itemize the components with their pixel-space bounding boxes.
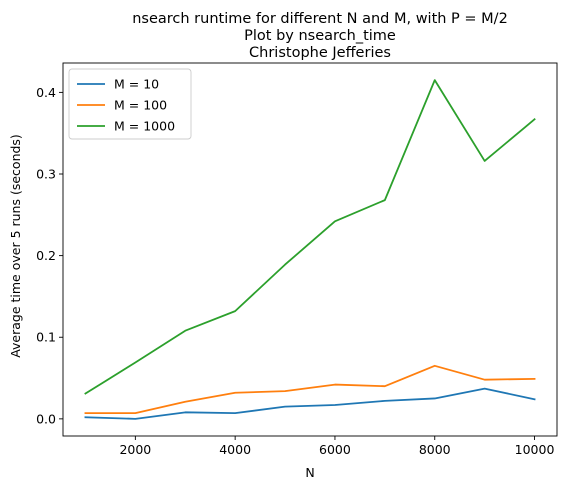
chart-title-line-2: Plot by nsearch_time [244,28,396,44]
legend-label: M = 1000 [114,119,175,134]
x-axis-ticks: 2000 4000 6000 8000 10000 [119,436,554,457]
y-tick-label: 0.2 [36,248,56,263]
series-line-2 [84,364,536,415]
chart-title-line-3: Christophe Jefferies [249,45,391,61]
series-line-1 [84,387,536,420]
x-tick-label: 10000 [515,442,555,457]
plot-frame [62,62,558,437]
legend-label: M = 100 [114,98,167,113]
series-line-3 [84,79,536,395]
y-tick-label: 0.1 [36,330,56,345]
legend: M = 10 M = 100 M = 1000 [68,68,192,140]
chart-title-line-1: nsearch runtime for different N and M, w… [132,11,508,27]
x-tick-label: 4000 [219,442,251,457]
x-tick-label: 6000 [319,442,351,457]
plot-area [62,62,558,437]
y-tick-label: 0.3 [36,167,56,182]
chart-title: nsearch runtime for different N and M, w… [132,11,508,61]
x-tick-label: 8000 [419,442,451,457]
legend-box [68,68,192,140]
legend-label: M = 10 [114,77,159,92]
x-tick-label: 2000 [119,442,151,457]
y-axis-label: Average time over 5 runs (seconds) [8,134,23,358]
y-axis-ticks: 0.0 0.1 0.2 0.3 0.4 [36,85,63,426]
y-tick-label: 0.4 [36,85,56,100]
y-tick-label: 0.0 [36,411,56,426]
x-axis-label: N [305,465,314,480]
